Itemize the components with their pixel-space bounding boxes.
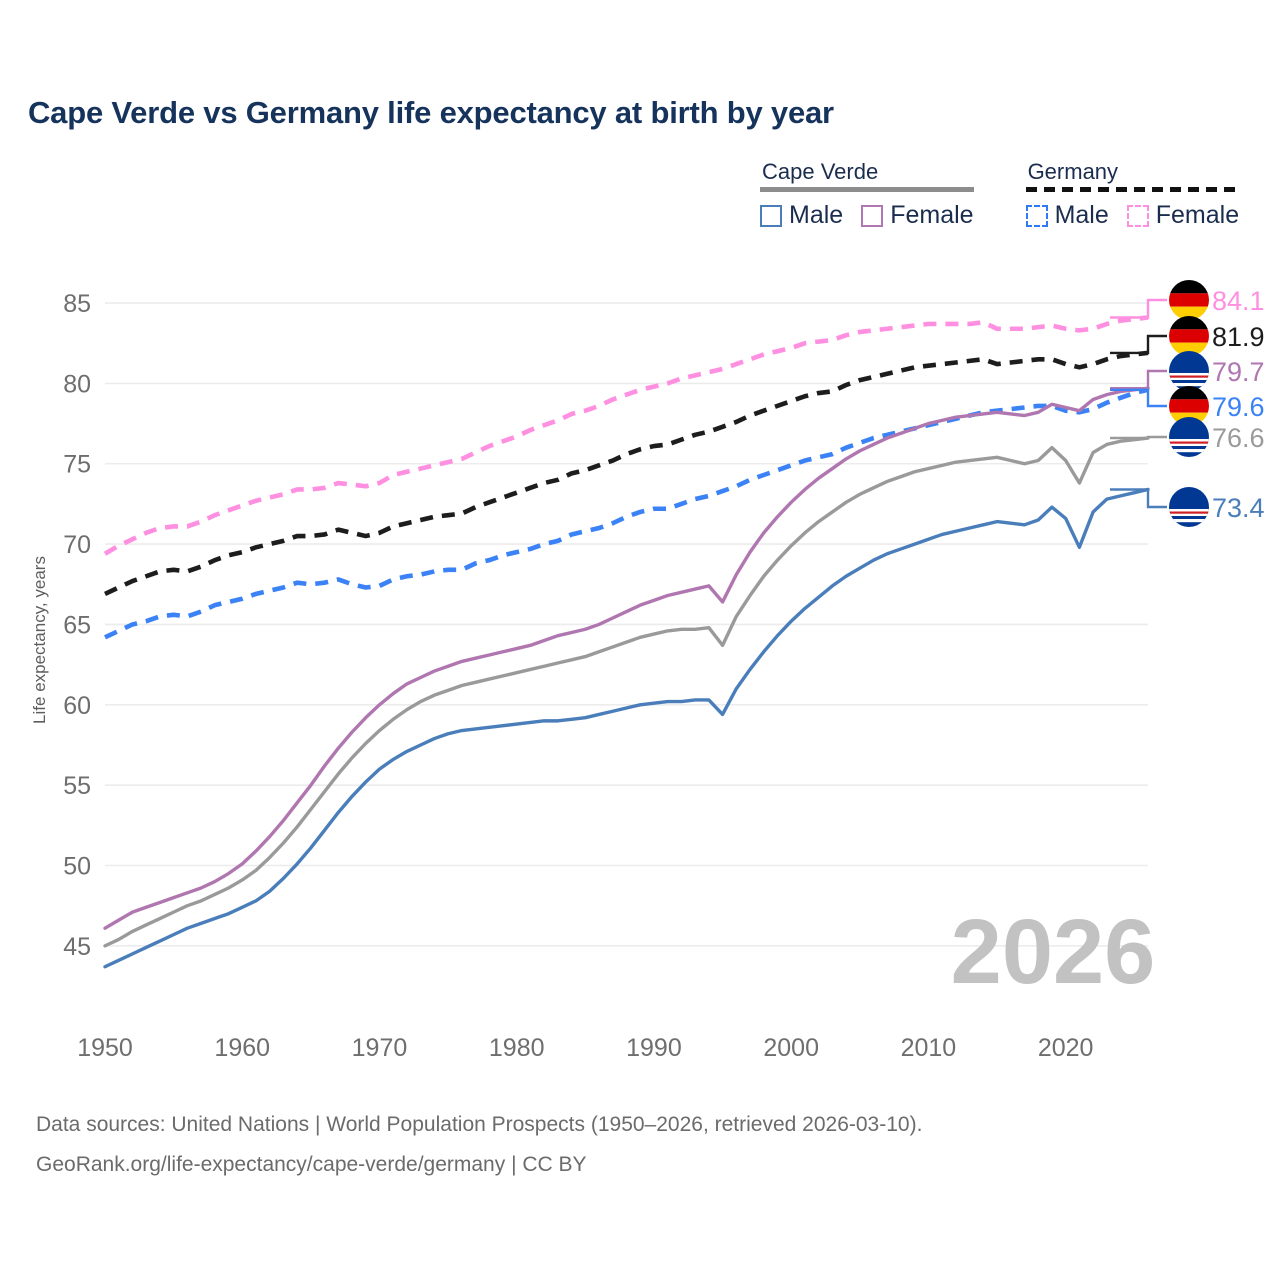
series-line-cape-verde-total <box>103 436 1150 948</box>
series-line-germany-female <box>103 315 1149 556</box>
page-title: Cape Verde vs Germany life expectancy at… <box>28 95 834 130</box>
legend-item-germany-male[interactable]: Male <box>1025 201 1109 230</box>
y-tick-label: 45 <box>63 933 91 961</box>
x-tick-label: 1950 <box>77 1034 133 1062</box>
legend-group-title-cape-verde: Cape Verde <box>762 159 879 184</box>
y-axis-title: Life expectancy, years <box>30 556 49 724</box>
legend-item-cape-verde-female[interactable]: Female <box>861 201 974 230</box>
flag-icon-cape-verde <box>1169 487 1209 527</box>
x-tick-label: 1970 <box>352 1034 408 1062</box>
legend-swatch-cape-verde-male <box>760 204 782 227</box>
year-watermark: 2026 <box>951 901 1156 1003</box>
series-line-germany-total <box>104 350 1149 596</box>
legend-label-cape-verde-female: Female <box>890 201 974 229</box>
y-tick-label: 55 <box>63 772 91 800</box>
legend-swatch-germany-female <box>1126 204 1149 227</box>
flag-icon-germany <box>1169 316 1209 356</box>
chart-legend: Cape Verde Male Female Germany Male <box>760 159 1240 230</box>
legend-group-cape-verde: Cape Verde Male Female <box>760 160 974 230</box>
series-line-cape-verde-female <box>103 386 1150 930</box>
x-tick-label: 2010 <box>901 1034 957 1062</box>
legend-group-germany: Germany Male Female <box>1025 159 1240 230</box>
y-tick-label: 65 <box>63 611 91 639</box>
legend-item-germany-female[interactable]: Female <box>1126 201 1240 230</box>
leader-line <box>1110 388 1167 408</box>
y-tick-label: 80 <box>63 370 91 398</box>
legend-swatch-germany-male <box>1025 204 1048 227</box>
end-value-label: 79.7 <box>1212 357 1265 387</box>
legend-label-cape-verde-male: Male <box>789 201 844 229</box>
chart-gridlines <box>105 302 1148 947</box>
end-value-label: 73.4 <box>1212 493 1265 523</box>
x-tick-label: 1990 <box>626 1034 682 1062</box>
series-line-germany-male <box>104 387 1149 640</box>
legend-rule-cape-verde <box>760 187 974 192</box>
leader-line <box>1110 435 1167 440</box>
end-value-label: 81.9 <box>1212 322 1265 352</box>
legend-label-germany-female: Female <box>1155 201 1240 229</box>
legend-group-title-germany: Germany <box>1027 159 1119 184</box>
y-tick-label: 60 <box>63 692 91 720</box>
legend-item-cape-verde-male[interactable]: Male <box>760 201 843 230</box>
chart-series-lines <box>103 315 1150 969</box>
x-tick-label: 1980 <box>489 1034 545 1062</box>
chart-end-labels: 84.1 81.9 79.7 79.676.6 73.4 <box>1169 280 1265 527</box>
chart-footer: Data sources: United Nations | World Pop… <box>36 1105 922 1185</box>
flag-icon-cape-verde <box>1169 417 1209 457</box>
x-tick-label: 2020 <box>1038 1034 1094 1062</box>
leader-line <box>1110 298 1167 319</box>
leader-line <box>1110 334 1167 355</box>
y-tick-label: 50 <box>63 853 91 881</box>
y-axis-ticks: 45 50 55 60 65 70 75 80 85 <box>63 290 91 961</box>
x-tick-label: 2000 <box>763 1034 819 1062</box>
y-tick-label: 85 <box>63 290 91 318</box>
chart-leader-lines <box>1110 298 1167 509</box>
legend-swatch-cape-verde-female <box>861 204 884 227</box>
y-tick-label: 70 <box>63 531 91 559</box>
footer-line-sources: Data sources: United Nations | World Pop… <box>36 1113 923 1136</box>
x-axis-ticks: 1950 1960 1970 1980 1990 2000 2010 2020 <box>77 1034 1093 1062</box>
series-line-cape-verde-male <box>103 487 1150 969</box>
leader-line <box>1110 369 1167 390</box>
flag-icon-germany <box>1169 280 1209 320</box>
flag-icon-cape-verde <box>1169 351 1209 391</box>
end-value-label: 79.6 <box>1212 392 1265 422</box>
end-value-label: 76.6 <box>1212 423 1265 453</box>
leader-line <box>1110 488 1167 509</box>
y-tick-label: 75 <box>63 451 91 479</box>
footer-line-attribution: GeoRank.org/life-expectancy/cape-verde/g… <box>36 1153 587 1176</box>
legend-label-germany-male: Male <box>1054 201 1109 229</box>
x-tick-label: 1960 <box>214 1034 270 1062</box>
end-value-label: 84.1 <box>1212 286 1265 316</box>
legend-rule-germany <box>1025 187 1240 192</box>
